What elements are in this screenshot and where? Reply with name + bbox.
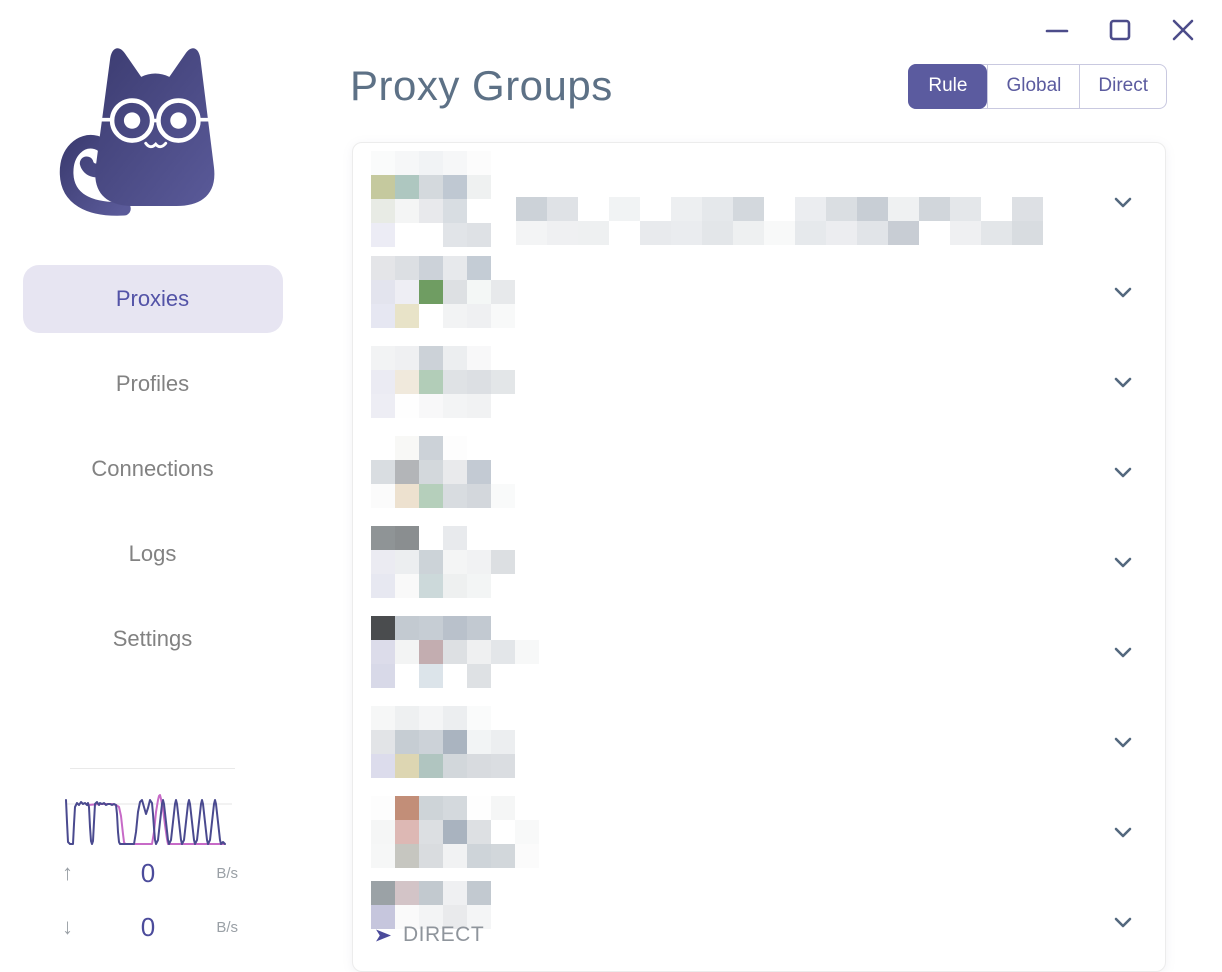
mode-label: Global <box>1006 75 1062 96</box>
proxy-group-row[interactable]: DIRECT <box>353 877 1165 967</box>
close-button[interactable] <box>1170 17 1196 43</box>
minimize-button[interactable] <box>1044 17 1070 43</box>
mode-label: Direct <box>1098 75 1148 96</box>
traffic-graph <box>64 792 236 850</box>
sidebar-item-settings[interactable]: Settings <box>23 605 283 673</box>
sidebar-item-proxies[interactable]: Proxies <box>22 265 283 333</box>
sidebar-item-connections[interactable]: Connections <box>23 435 283 503</box>
proxy-group-row[interactable] <box>353 247 1165 337</box>
mode-global-button[interactable]: Global <box>987 64 1079 108</box>
sidebar-nav: Proxies Profiles Connections Logs Settin… <box>0 265 305 690</box>
chevron-down-icon[interactable] <box>1111 640 1135 664</box>
proxy-group-row[interactable] <box>353 787 1165 877</box>
mode-direct-button[interactable]: Direct <box>1079 64 1166 108</box>
sidebar-item-logs[interactable]: Logs <box>23 520 283 588</box>
arrow-up-icon: ↑ <box>62 860 73 885</box>
selected-proxy-label: DIRECT <box>375 923 484 947</box>
blurred-group-name <box>371 881 491 929</box>
upload-unit: B/s <box>216 864 238 882</box>
proxy-group-row[interactable] <box>353 697 1165 787</box>
blurred-proxy-chips <box>516 197 1043 245</box>
blurred-group-name <box>371 526 515 598</box>
upload-line <box>87 794 225 845</box>
selected-arrow-icon <box>376 929 391 941</box>
chevron-down-icon[interactable] <box>1111 370 1135 394</box>
blurred-group-name <box>371 256 515 328</box>
sidebar-item-label: Settings <box>112 626 193 651</box>
sidebar-item-label: Profiles <box>115 371 190 396</box>
upload-speed: ↑ 0 B/s <box>62 853 238 893</box>
chevron-down-icon[interactable] <box>1111 460 1135 484</box>
page-title: Proxy Groups <box>350 62 613 109</box>
chevron-down-icon[interactable] <box>1111 550 1135 574</box>
proxy-group-list: DIRECT <box>353 151 1165 967</box>
window-controls <box>1044 17 1196 43</box>
proxy-group-row[interactable] <box>353 607 1165 697</box>
proxy-group-row[interactable] <box>353 517 1165 607</box>
upload-value: 0 <box>140 857 156 888</box>
sidebar-divider <box>70 768 235 769</box>
proxy-groups-card: DIRECT <box>352 142 1166 972</box>
download-speed: ↓ 0 B/s <box>62 907 238 947</box>
chevron-down-icon[interactable] <box>1111 820 1135 844</box>
sidebar-item-label: Logs <box>128 541 177 566</box>
mode-rule-button[interactable]: Rule <box>908 63 988 109</box>
chevron-down-icon[interactable] <box>1111 280 1135 304</box>
blurred-group-name <box>371 616 539 688</box>
blurred-group-name <box>371 151 491 247</box>
sidebar: Proxies Profiles Connections Logs Settin… <box>0 0 305 956</box>
mode-label: Rule <box>928 75 968 96</box>
chevron-down-icon[interactable] <box>1111 190 1135 214</box>
download-unit: B/s <box>216 918 238 936</box>
blurred-group-name <box>371 346 515 418</box>
download-line <box>65 799 226 845</box>
clash-cat-logo <box>53 26 253 231</box>
blurred-group-name <box>371 796 539 868</box>
sidebar-item-label: Proxies <box>115 286 190 311</box>
chevron-down-icon[interactable] <box>1111 730 1135 754</box>
main-area: Proxy Groups Rule Global Direct DIRECT <box>305 0 1222 972</box>
blurred-group-name <box>371 706 515 778</box>
arrow-down-icon: ↓ <box>62 914 73 939</box>
proxy-group-row[interactable] <box>353 337 1165 427</box>
sidebar-item-profiles[interactable]: Profiles <box>23 350 283 418</box>
maximize-button[interactable] <box>1107 17 1133 43</box>
chevron-down-icon[interactable] <box>1111 910 1135 934</box>
selected-proxy-name: DIRECT <box>403 923 485 946</box>
proxy-group-row[interactable] <box>353 151 1165 247</box>
mode-toggle: Rule Global Direct <box>908 63 1167 109</box>
proxy-group-row[interactable] <box>353 427 1165 517</box>
sidebar-item-label: Connections <box>91 456 214 481</box>
blurred-group-name <box>371 436 515 508</box>
download-value: 0 <box>140 911 156 942</box>
